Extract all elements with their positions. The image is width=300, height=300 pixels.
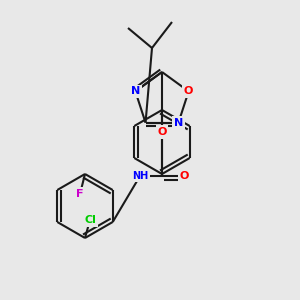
Text: N: N (174, 118, 183, 128)
Text: Cl: Cl (84, 215, 96, 225)
Text: F: F (76, 189, 84, 199)
Text: O: O (157, 127, 167, 137)
Text: O: O (184, 86, 193, 96)
Text: O: O (179, 171, 189, 181)
Text: NH: NH (132, 171, 148, 181)
Text: N: N (131, 86, 140, 96)
